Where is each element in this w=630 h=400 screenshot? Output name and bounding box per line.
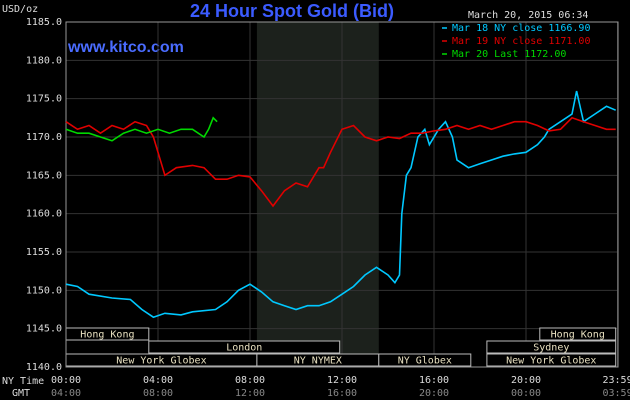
- x2-tick-label: 04:00: [51, 388, 81, 399]
- x2-tick-label: 03:59: [602, 388, 630, 399]
- session-box: [486, 340, 617, 354]
- x-tick-label: 08:00: [235, 375, 265, 386]
- session-label: Sydney: [533, 343, 569, 354]
- x-tick-label: 20:00: [511, 375, 541, 386]
- plot-background: [65, 21, 619, 368]
- session-label: NY Globex: [398, 356, 452, 367]
- y-tick-label: 1155.0: [26, 247, 62, 258]
- chart-title: 24 Hour Spot Gold (Bid): [190, 1, 394, 21]
- x-tick-label: 00:00: [51, 375, 81, 386]
- legend-entry: Mar 20 Last 1172.00: [452, 49, 566, 60]
- session-label: London: [226, 343, 262, 354]
- x2-tick-label: 00:00: [511, 388, 541, 399]
- y-tick-label: 1175.0: [26, 94, 62, 105]
- x2-tick-label: 08:00: [143, 388, 173, 399]
- site-label: www.kitco.com: [67, 39, 184, 56]
- y-tick-label: 1150.0: [26, 285, 62, 296]
- session-shade: [256, 22, 379, 367]
- series-line: [65, 116, 616, 208]
- series-line: [65, 116, 218, 142]
- session-label: NY NYMEX: [294, 356, 342, 367]
- x2-tick-label: 12:00: [235, 388, 265, 399]
- y-tick-label: 1165.0: [26, 170, 62, 181]
- plot-frame: [65, 21, 619, 368]
- y-tick-label: 1160.0: [26, 209, 62, 220]
- y-tick-label: 1145.0: [26, 324, 62, 335]
- y-tick-label: 1170.0: [26, 132, 62, 143]
- session-label: Hong Kong: [80, 330, 134, 341]
- y-tick-label: 1180.0: [26, 55, 62, 66]
- series-line: [65, 90, 617, 319]
- x2-tick-label: 16:00: [327, 388, 357, 399]
- x-tick-label: 16:00: [419, 375, 449, 386]
- x2-tick-label: 20:00: [419, 388, 449, 399]
- legend-entry: Mar 19 NY close 1171.00: [452, 36, 590, 47]
- x-axis-label: NY Time: [2, 376, 44, 387]
- session-box: [148, 340, 341, 354]
- y-axis-label: USD/oz: [2, 4, 38, 15]
- session-box: [539, 327, 617, 341]
- x2-axis-label: GMT: [12, 388, 30, 399]
- x-tick-label: 04:00: [143, 375, 173, 386]
- x-tick-label: 23:59: [602, 375, 630, 386]
- legend-entry: Mar 18 NY close 1166.90: [452, 23, 590, 34]
- session-box: [378, 353, 472, 367]
- timestamp: March 20, 2015 06:34: [468, 10, 588, 21]
- x-tick-label: 12:00: [327, 375, 357, 386]
- session-box: [486, 353, 617, 367]
- y-tick-label: 1140.0: [26, 362, 62, 373]
- session-label: Hong Kong: [551, 330, 605, 341]
- y-tick-label: 1185.0: [26, 17, 62, 28]
- session-label: New York Globex: [116, 356, 206, 367]
- session-label: New York Globex: [506, 356, 596, 367]
